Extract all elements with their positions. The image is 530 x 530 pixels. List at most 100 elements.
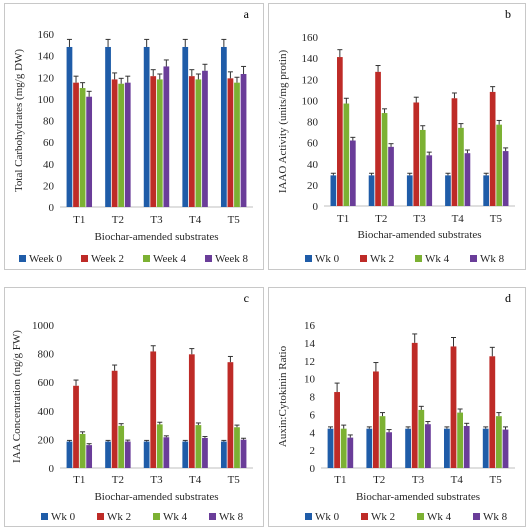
bar-T4-series-3	[464, 153, 471, 206]
bar-T1-series-0	[330, 175, 337, 206]
legend-entry: Wk 0	[51, 511, 76, 523]
y-tick-label: 2	[310, 445, 316, 457]
bar-T5-series-0	[483, 175, 490, 206]
chart-d-svg: d 0 2 4 6 8 10 12 14 16 T1 T2 T3 T4 T5 Biochar-amended …	[277, 291, 515, 523]
bar-T4-series-0	[182, 46, 189, 207]
bar-T5-series-3	[240, 439, 247, 468]
bar-T1-series-3	[347, 437, 354, 468]
y-tick-label: 10	[304, 374, 316, 386]
bar-T1-series-1	[334, 392, 340, 468]
y-tick-label: 40	[43, 159, 55, 171]
bar-T3-series-1	[150, 351, 157, 468]
bar-T5-series-3	[502, 151, 509, 206]
y-tick-label: 1000	[32, 320, 55, 332]
bar-T1-series-3	[349, 140, 356, 206]
bar-T5-series-0	[220, 441, 227, 468]
y-tick-label: 0	[313, 201, 319, 213]
bar-T1-series-1	[73, 385, 79, 468]
bar-T3-series-3	[163, 66, 170, 207]
bar-T2-series-1	[111, 370, 118, 468]
bar-T1-series-2	[343, 103, 350, 206]
y-tick-label: 200	[38, 434, 55, 446]
bar-T3-series-3	[426, 155, 433, 206]
bar-T5-series-1	[489, 356, 496, 468]
legend-entry: Week 8	[215, 253, 249, 265]
bar-T1-series-0	[66, 441, 73, 468]
legend-entry: Week 2	[91, 253, 124, 265]
bar-T2-series-1	[111, 79, 118, 207]
bar-T4-series-1	[451, 98, 458, 206]
x-axis-label: Biochar-amended substrates	[94, 231, 218, 243]
bar-T2-series-1	[373, 371, 379, 468]
bar-T2-series-1	[375, 71, 381, 206]
chart-c-svg: c 0 200 400 600 800 1000 T1 T2 T3 T4 T5 Biochar-amen…	[11, 291, 253, 523]
panel-letter: a	[244, 7, 250, 21]
legend-entry: Wk 0	[315, 253, 340, 265]
legend-entry: Wk 4	[427, 511, 452, 523]
bar-T3-series-1	[413, 102, 420, 206]
bar-T4-series-1	[450, 346, 457, 468]
chart-panel-a: a 0 20 40 60 80 100 120 140 160 T1 T2 T3 T4 T5 Biochar-…	[4, 3, 264, 270]
x-tick-label: T2	[375, 213, 387, 225]
bar-T5-series-2	[496, 124, 502, 206]
bar-T2-series-0	[105, 46, 111, 207]
bar-T4-series-2	[195, 425, 202, 468]
x-tick-label: T1	[334, 474, 346, 486]
bar-T1-series-1	[73, 82, 79, 207]
x-tick-label: T4	[452, 213, 465, 225]
legend-entry: Wk 2	[371, 511, 395, 523]
x-tick-label: T1	[73, 474, 85, 486]
bar-T3-series-0	[405, 428, 412, 468]
bar-T5-series-2	[234, 427, 240, 468]
y-tick-label: 120	[38, 72, 55, 84]
bar-T5-series-3	[502, 429, 509, 468]
bar-T2-series-2	[118, 83, 125, 207]
bar-T3-series-2	[156, 79, 163, 207]
y-tick-label: 160	[38, 29, 55, 41]
legend-swatch	[209, 513, 216, 520]
legend-entry: Wk 4	[425, 253, 450, 265]
bar-T2-series-3	[124, 82, 131, 207]
legend-entry: Wk 2	[370, 253, 394, 265]
bar-T5-series-2	[234, 82, 240, 207]
panel-letter: b	[505, 7, 511, 21]
x-tick-label: T3	[150, 474, 163, 486]
bar-T3-series-2	[418, 409, 425, 468]
bar-T1-series-1	[337, 57, 343, 206]
bar-T4-series-1	[188, 76, 195, 207]
legend-swatch	[305, 513, 312, 520]
y-tick-label: 0	[310, 463, 316, 475]
bar-T1-series-3	[86, 445, 93, 468]
x-tick-label: T5	[228, 214, 241, 226]
y-tick-label: 100	[302, 95, 319, 107]
legend-entry: Wk 2	[107, 511, 131, 523]
y-axis-label: IAA Concentration (ng/g FW)	[11, 330, 23, 463]
bar-T2-series-3	[388, 146, 394, 206]
x-axis-label: Biochar-amended substrates	[357, 229, 481, 241]
legend-swatch	[97, 513, 104, 520]
bar-T1-series-0	[327, 428, 334, 468]
bar-T2-series-0	[368, 175, 375, 206]
bar-T1-series-0	[66, 46, 73, 207]
y-tick-label: 14	[304, 338, 316, 350]
chart-panel-d: d 0 2 4 6 8 10 12 14 16 T1 T2 T3 T4 T5 Biochar-amended …	[268, 287, 526, 527]
x-tick-label: T2	[373, 474, 385, 486]
y-tick-label: 80	[43, 116, 55, 128]
bar-T2-series-3	[386, 432, 392, 468]
y-axis-label: Auxin:Cytokinin Ratio	[277, 345, 289, 447]
bar-T4-series-0	[444, 428, 450, 468]
y-tick-label: 120	[302, 74, 319, 86]
legend-swatch	[415, 255, 422, 262]
y-tick-label: 20	[307, 180, 319, 192]
x-tick-label: T3	[413, 213, 426, 225]
bar-T2-series-0	[105, 441, 111, 468]
y-tick-label: 100	[38, 94, 55, 106]
y-tick-label: 140	[38, 51, 55, 63]
legend-swatch	[470, 255, 477, 262]
bar-T3-series-0	[143, 46, 150, 207]
chart-panel-c: c 0 200 400 600 800 1000 T1 T2 T3 T4 T5 Biochar-amen…	[4, 287, 264, 527]
bar-T2-series-0	[366, 428, 373, 468]
y-tick-label: 8	[310, 392, 316, 404]
bar-T3-series-3	[163, 437, 170, 468]
bar-T5-series-0	[482, 428, 489, 468]
